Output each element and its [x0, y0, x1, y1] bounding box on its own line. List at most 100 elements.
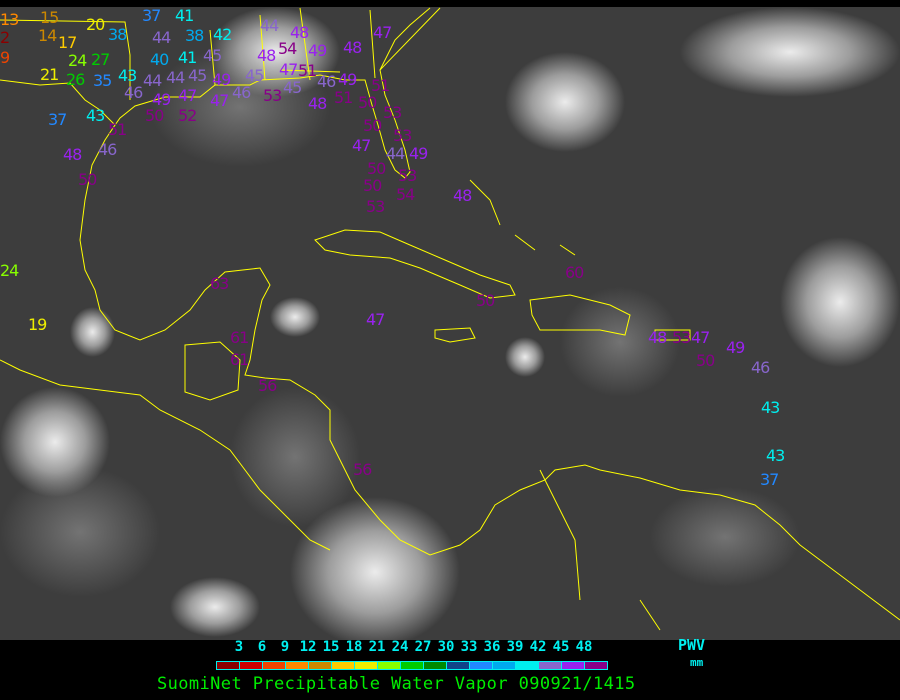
station-pwv-value: 38: [108, 25, 127, 44]
station-pwv-value: 49: [409, 144, 428, 163]
legend-tick: 27: [414, 639, 432, 655]
station-pwv-value: 47: [279, 60, 298, 79]
station-pwv-value: 24: [0, 261, 19, 280]
legend-tick: 36: [483, 639, 501, 655]
legend-swatch: [240, 662, 263, 669]
station-pwv-value: 50: [476, 291, 495, 310]
station-pwv-value: 44: [152, 28, 171, 47]
legend-swatch: [539, 662, 562, 669]
legend-tick: 9: [280, 639, 290, 655]
station-pwv-value: 56: [258, 376, 277, 395]
station-pwv-value: 50: [363, 116, 382, 135]
station-pwv-value: 41: [178, 48, 197, 67]
station-pwv-value: 53: [263, 86, 282, 105]
station-pwv-value: 14: [38, 26, 57, 45]
station-pwv-value: 40: [150, 50, 169, 69]
station-pwv-value: 63: [210, 274, 229, 293]
satellite-image: 13 2 9 15 14 17 20 24 27 21 26 35 38 37 41 44 38 42 40 41 45…: [0, 7, 900, 640]
station-pwv-value: 46: [98, 140, 117, 159]
station-pwv-value: 37: [48, 110, 67, 129]
legend-tick: 45: [552, 639, 570, 655]
legend-swatch: [332, 662, 355, 669]
station-pwv-value: 13: [0, 10, 19, 29]
image-title: SuomiNet Precipitable Water Vapor 090921…: [157, 674, 636, 694]
station-pwv-value: 45: [245, 66, 264, 85]
station-pwv-value: 51: [371, 76, 390, 95]
station-pwv-value: 45: [203, 46, 222, 65]
station-pwv-value: 44: [386, 144, 405, 163]
station-pwv-value: 49: [212, 70, 231, 89]
station-pwv-value: 44: [166, 68, 185, 87]
legend-tick: 21: [368, 639, 386, 655]
station-pwv-value: 44: [143, 71, 162, 90]
station-pwv-value: 15: [40, 8, 59, 27]
legend-swatch: [355, 662, 378, 669]
station-pwv-value: 26: [66, 70, 85, 89]
station-pwv-value: 46: [232, 83, 251, 102]
legend-swatch: [516, 662, 539, 669]
station-pwv-value: 48: [257, 46, 276, 65]
legend-swatch: [286, 662, 309, 669]
station-pwv-value: 43: [766, 446, 785, 465]
legend-tick: 42: [529, 639, 547, 655]
station-pwv-value: 19: [28, 315, 47, 334]
station-pwv-value: 51: [108, 120, 127, 139]
station-pwv-value: 47: [352, 136, 371, 155]
station-pwv-value: 48: [63, 145, 82, 164]
station-pwv-value: 46: [751, 358, 770, 377]
legend-color-bar: [216, 661, 608, 670]
legend-variable: PWV: [678, 636, 706, 654]
legend-swatch: [263, 662, 286, 669]
legend-tick: 39: [506, 639, 524, 655]
station-pwv-value: 43: [761, 398, 780, 417]
station-pwv-value: 60: [565, 263, 584, 282]
station-pwv-value: 49: [308, 41, 327, 60]
station-pwv-value: 9: [0, 48, 10, 67]
legend-tick: 48: [575, 639, 593, 655]
legend-tick: 18: [345, 639, 363, 655]
station-pwv-value: 47: [366, 310, 385, 329]
station-pwv-value: 53: [383, 103, 402, 122]
legend-tick: 30: [437, 639, 455, 655]
station-pwv-value: 45: [283, 78, 302, 97]
legend-swatch: [562, 662, 585, 669]
station-pwv-value: 45: [188, 66, 207, 85]
station-pwv-value: 49: [726, 338, 745, 357]
station-pwv-value: 50: [696, 351, 715, 370]
station-pwv-value: 61: [230, 350, 249, 369]
station-pwv-value: 46: [317, 72, 336, 91]
coastlines-borders: [0, 7, 900, 631]
legend-swatch: [447, 662, 470, 669]
station-pwv-value: 61: [230, 328, 249, 347]
station-pwv-value: 46: [124, 83, 143, 102]
station-pwv-value: 51: [298, 61, 317, 80]
legend-tick: 33: [460, 639, 478, 655]
station-pwv-value: 48: [648, 328, 667, 347]
station-pwv-value: 44: [260, 16, 279, 35]
station-pwv-value: 41: [175, 7, 194, 25]
legend-unit: mm: [690, 656, 704, 669]
station-pwv-value: 38: [185, 26, 204, 45]
station-pwv-value: 50: [78, 170, 97, 189]
legend-swatch: [401, 662, 424, 669]
station-pwv-value: 53: [672, 328, 691, 347]
station-pwv-value: 27: [91, 50, 110, 69]
legend-swatch: [585, 662, 607, 669]
station-pwv-value: 53: [398, 166, 417, 185]
station-pwv-value: 53: [393, 126, 412, 145]
station-pwv-value: 49: [338, 70, 357, 89]
station-pwv-value: 24: [68, 51, 87, 70]
legend-tick: 12: [299, 639, 317, 655]
station-pwv-value: 43: [86, 106, 105, 125]
legend-swatch: [309, 662, 332, 669]
station-pwv-value: 43: [118, 66, 137, 85]
station-pwv-value: 20: [86, 15, 105, 34]
station-pwv-value: 51: [334, 88, 353, 107]
station-pwv-value: 37: [760, 470, 779, 489]
station-pwv-value: 52: [178, 106, 197, 125]
station-pwv-value: 53: [366, 197, 385, 216]
station-pwv-value: 56: [353, 460, 372, 479]
legend-tick: 24: [391, 639, 409, 655]
station-pwv-value: 47: [691, 328, 710, 347]
